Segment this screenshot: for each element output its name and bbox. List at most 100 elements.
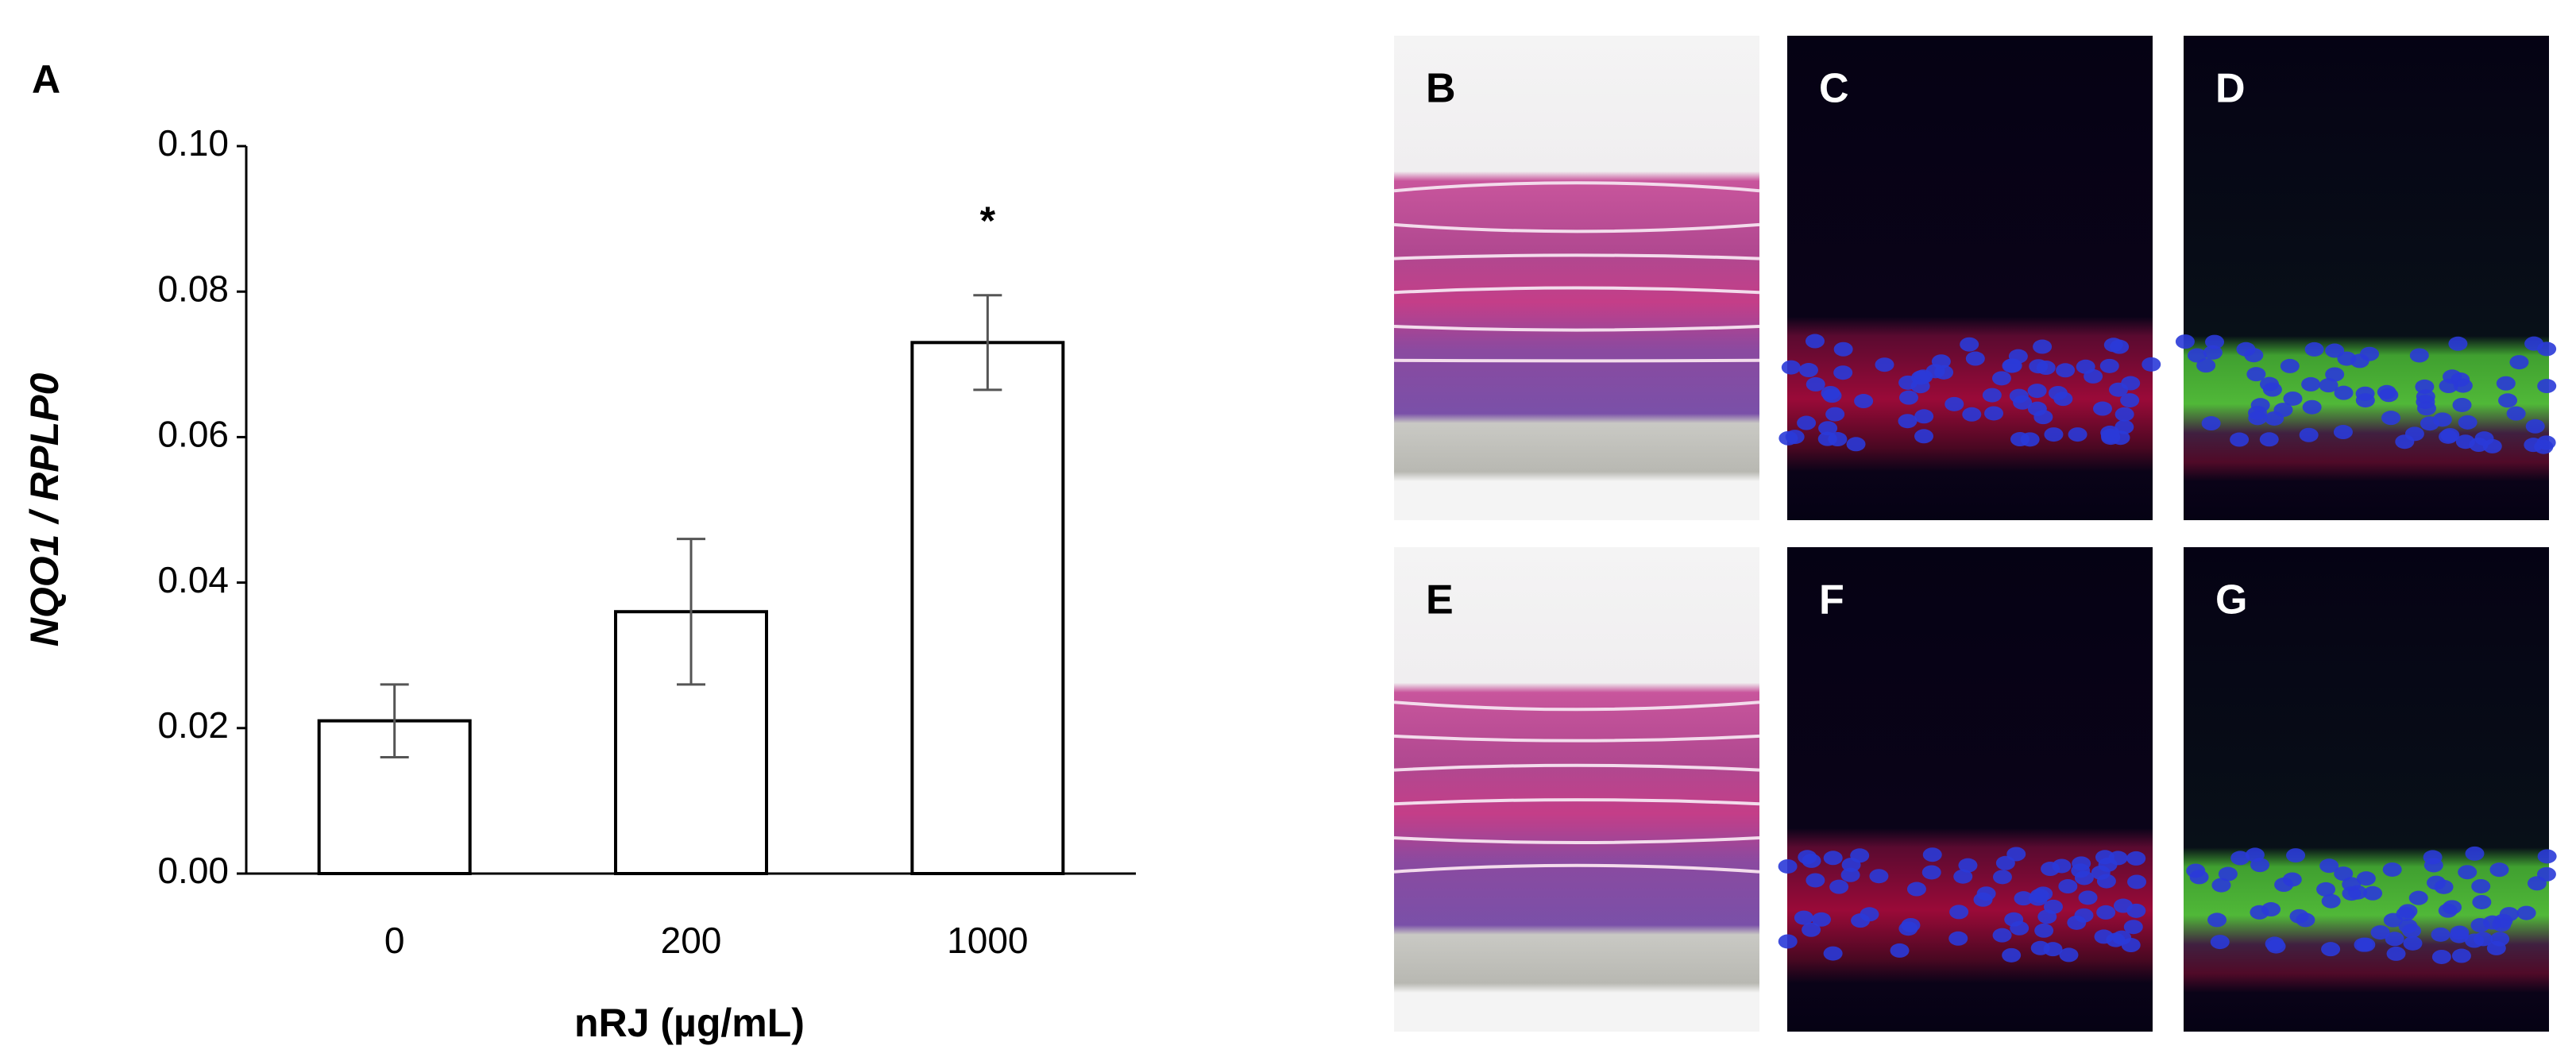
nucleus [2099,358,2119,373]
nucleus [2262,382,2282,397]
nucleus [2034,923,2054,938]
nucleus [1875,357,1894,372]
nucleus [2175,334,2195,349]
tissue-layer [1393,763,1760,772]
x-tick-label: 200 [661,920,722,961]
nucleus [1914,409,1934,424]
nucleus [2044,427,2064,442]
nucleus [2304,341,2324,357]
nucleus [1802,922,1821,937]
nucleus [2325,367,2345,382]
nucleus [1949,905,1969,920]
nucleus [2296,912,2315,928]
nucleus [1846,437,1866,452]
nucleus [1817,431,1837,446]
nucleus [2356,871,2376,886]
nucleus [1945,396,1964,411]
nucleus [1785,430,1805,445]
nucleus [1797,415,1817,430]
nucleus [2091,865,2111,880]
y-tick-label: 0.10 [157,122,229,164]
nucleus [2458,865,2478,880]
tissue-layer [1393,181,1760,193]
nucleus [1778,934,1798,949]
nucleus [2126,851,2146,866]
nucleus [2506,406,2526,421]
nucleus [2259,432,2279,447]
panel-label: A [32,57,60,102]
nucleus [2043,942,2063,957]
nucleus [1869,869,1889,884]
nucleus [2409,348,2429,363]
nucleus [2431,949,2451,964]
panel-label: D [2215,66,2246,112]
micrograph [1394,36,1759,520]
nucleus [1898,390,1918,405]
panel-label: F [1819,577,1844,623]
nucleus [2408,890,2428,905]
nucleus [2355,386,2375,401]
nucleus [2299,427,2319,442]
nucleus [2041,862,2060,877]
x-axis-title: nRJ (µg/mL) [574,1001,805,1045]
nucleus [2059,947,2079,963]
y-tick-label: 0.00 [157,850,229,891]
nucleus [2537,849,2557,864]
nucleus [2068,427,2087,442]
nucleus [2537,379,2557,394]
nucleus [2319,378,2338,393]
nucleus [2334,866,2354,882]
nucleus [1914,429,1934,444]
nucleus [2498,393,2518,408]
tissue-layer [1393,863,1760,874]
nucleus [1823,946,1843,961]
nucleus [1992,928,2012,943]
nucleus [2127,874,2147,889]
nucleus [2465,846,2485,861]
nucleus [2472,894,2492,909]
nucleus [2078,890,2098,905]
y-tick-label: 0.08 [157,268,229,309]
nucleus [2396,906,2416,921]
nucleus [2449,928,2469,943]
nucleus [1840,867,1860,882]
nucleus [1850,848,1870,863]
nucleus [2499,907,2519,922]
micrograph [1787,547,2153,1032]
nucleus [2458,415,2478,430]
nucleus [1806,376,1825,392]
y-tick-label: 0.06 [157,414,229,455]
nucleus [2230,432,2250,447]
nucleus [1794,910,1813,925]
tissue-layer [1393,253,1760,260]
nucleus [2246,367,2266,382]
nucleus [1812,912,1832,927]
panel-label: C [1819,66,1849,112]
nucleus [2113,898,2133,913]
error-bar [380,683,409,758]
nucleus [2443,900,2462,915]
nucleus [2386,946,2406,961]
nucleus [2319,858,2339,874]
nucleus [1925,364,1945,379]
nucleus [2067,915,2087,930]
nucleus [2002,358,2022,373]
nucleus [2103,338,2123,353]
nucleus [2092,401,2112,416]
panel-label: G [2215,577,2247,623]
y-axis-title: NQO1 / RPLP0 [22,373,67,647]
nucleus [2382,862,2402,877]
nucleus [2250,398,2270,413]
nucleus [2395,434,2415,449]
nucleus [2333,425,2353,440]
nucleus [2250,858,2270,873]
nucleus [2434,879,2454,894]
nucleus [2334,385,2354,400]
nucleus [1898,414,1918,429]
nucleus [2440,428,2460,443]
nucleus [2537,341,2557,357]
nucleus [2470,917,2490,932]
bar [910,341,1065,875]
nucleus [2096,905,2116,920]
nucleus [1778,858,1798,874]
